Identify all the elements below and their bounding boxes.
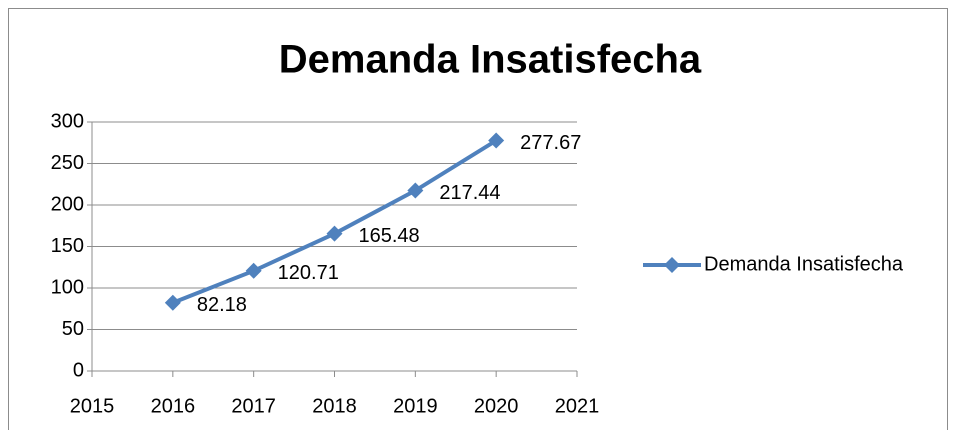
y-tick-label: 300 [51, 110, 84, 132]
x-tick-label: 2016 [151, 395, 196, 417]
x-tick-label: 2015 [70, 395, 115, 417]
legend-marker [664, 257, 680, 273]
x-tick-label: 2017 [231, 395, 276, 417]
chart-title: Demanda Insatisfecha [279, 38, 702, 82]
legend-label: Demanda Insatisfecha [704, 253, 904, 275]
y-tick-label: 150 [51, 235, 84, 257]
x-tick-label: 2018 [312, 395, 357, 417]
x-tick-label: 2019 [393, 395, 438, 417]
x-tick-label: 2021 [555, 395, 600, 417]
y-tick-label: 50 [62, 318, 84, 340]
data-label: 165.48 [359, 225, 420, 247]
marker [164, 294, 181, 311]
y-tick-label: 250 [51, 152, 84, 174]
chart-border [8, 8, 948, 430]
x-tick-label: 2020 [474, 395, 519, 417]
y-tick-label: 100 [51, 276, 84, 298]
data-label: 217.44 [439, 182, 500, 204]
data-label: 277.67 [520, 132, 581, 154]
data-label: 120.71 [278, 262, 339, 284]
y-tick-label: 200 [51, 193, 84, 215]
marker [407, 182, 424, 199]
y-tick-label: 0 [73, 359, 84, 381]
data-label: 82.18 [197, 294, 247, 316]
marker [488, 132, 505, 149]
marker [245, 262, 262, 279]
marker [326, 225, 343, 242]
